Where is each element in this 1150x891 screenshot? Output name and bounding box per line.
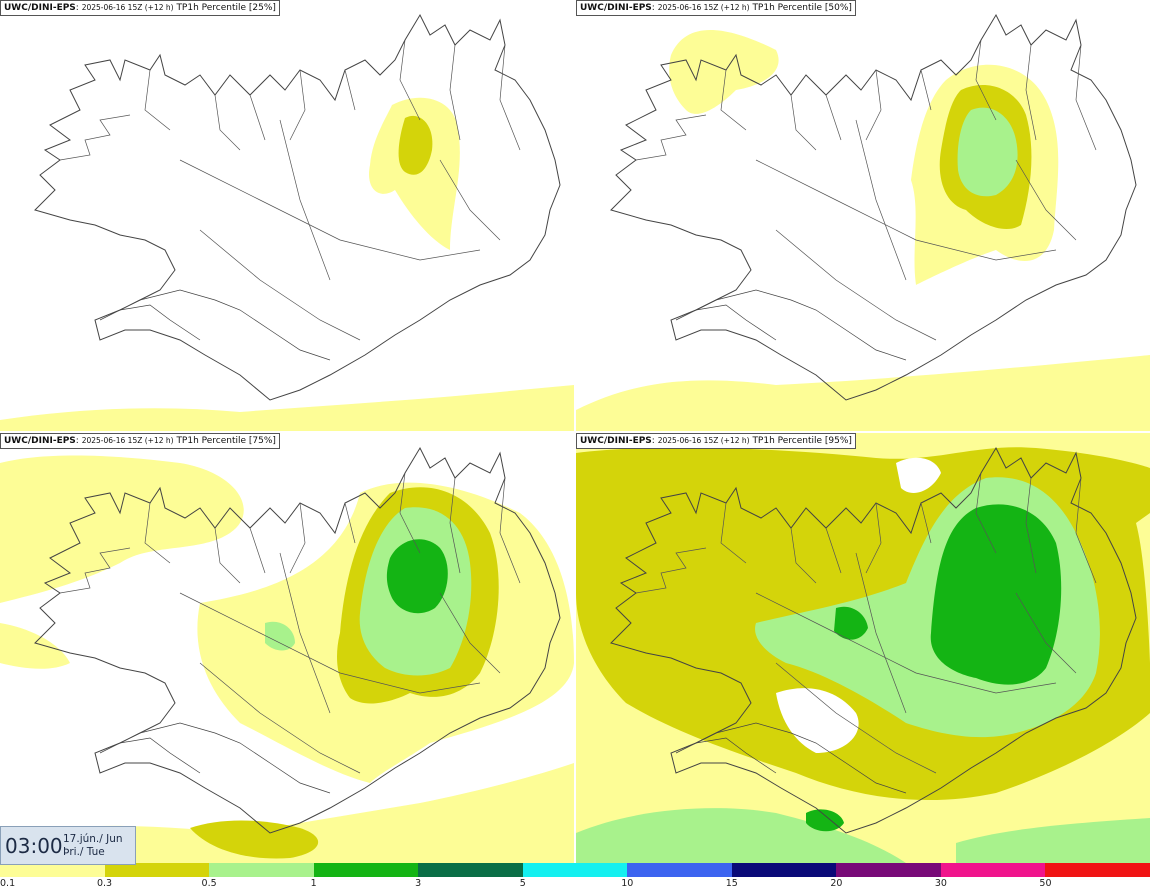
panel-source: UWC/DINI-EPS [580,3,652,13]
precip-area [1136,513,1150,663]
precip-area [386,539,448,614]
precip-area [0,623,70,669]
colorbar-segment [940,863,1046,877]
map-p50 [576,14,1150,431]
map-p75 [0,447,574,863]
panel-run: 2025-06-16 15Z (+12 h) [657,3,750,12]
precip-area [669,30,779,114]
colorbar-segment [0,863,105,877]
colorbar-tick-label: 30 [934,878,947,889]
panel-source: UWC/DINI-EPS [580,436,652,446]
precip-area [190,820,319,859]
colorbar-segment [627,863,732,877]
panel-title: UWC/DINI-EPS: 2025-06-16 15Z (+12 h) TP1… [0,433,280,449]
colorbar-segment [731,863,837,877]
valid-time-box: 03:00 17.jún./ Jun Þri./ Tue [0,826,136,865]
colorbar-segment [313,863,419,877]
map-p25 [0,14,574,431]
panel-field: TP1h Percentile [95%] [752,436,852,446]
panel-source: UWC/DINI-EPS [4,3,76,13]
precip-area [0,455,244,603]
colorbar-tick-label: 20 [830,878,843,889]
map-panel-p95: UWC/DINI-EPS: 2025-06-16 15Z (+12 h) TP1… [576,433,1150,863]
precip-area [834,606,868,640]
colorbar-segment [209,863,314,877]
colorbar-segment [836,863,941,877]
valid-date: 17.jún./ Jun Þri./ Tue [63,833,123,859]
valid-date-line2: Þri./ Tue [63,845,105,858]
precip-area [930,504,1062,685]
valid-time: 03:00 [5,833,63,858]
dry-area [896,457,941,493]
precip-area [398,115,433,175]
colorbar-segment [104,863,210,877]
colorbar-tick-label: 0.3 [96,878,113,889]
iceland-coastline [34,14,561,401]
colorbar-tick-label: 0.5 [201,878,217,889]
panel-title: UWC/DINI-EPS: 2025-06-16 15Z (+12 h) TP1… [576,0,856,16]
panel-title: UWC/DINI-EPS: 2025-06-16 15Z (+12 h) TP1… [576,433,856,449]
panel-title: UWC/DINI-EPS: 2025-06-16 15Z (+12 h) TP1… [0,0,280,16]
valid-date-line1: 17.jún./ Jun [63,832,123,845]
panel-run: 2025-06-16 15Z (+12 h) [81,3,174,12]
panel-field: TP1h Percentile [25%] [176,3,276,13]
map-panel-p75: UWC/DINI-EPS: 2025-06-16 15Z (+12 h) TP1… [0,433,574,863]
panel-source: UWC/DINI-EPS [4,436,76,446]
precip-area [0,763,574,863]
panel-run: 2025-06-16 15Z (+12 h) [657,436,750,445]
dry-area [776,688,859,753]
colorbar-tick-label: 50 [1039,878,1052,889]
panel-divider [574,0,576,863]
precip-area [957,107,1018,197]
colorbar-tick-label: 1 [310,878,317,889]
map-panel-p25: UWC/DINI-EPS: 2025-06-16 15Z (+12 h) TP1… [0,0,574,431]
precip-area [806,809,844,832]
precip-area [0,385,574,431]
colorbar-segment [522,863,628,877]
map-p95 [576,433,1150,863]
colorbar-tick-label: 0.1 [0,878,16,889]
panel-field: TP1h Percentile [50%] [752,3,852,13]
precip-area [265,621,295,651]
colorbar-segment [1045,863,1150,877]
colorbar-ticks: 0.1 0.3 0.5 1 3 5 10 15 20 30 50 [0,877,1150,891]
colorbar-segment [418,863,523,877]
precip-area [956,818,1150,863]
colorbar-tick-label: 10 [621,878,634,889]
colorbar-tick-label: 5 [519,878,526,889]
precip-area [576,355,1150,431]
panel-field: TP1h Percentile [75%] [176,436,276,446]
map-panel-p50: UWC/DINI-EPS: 2025-06-16 15Z (+12 h) TP1… [576,0,1150,431]
panel-run: 2025-06-16 15Z (+12 h) [81,436,174,445]
colorbar-tick-label: 3 [415,878,422,889]
colorbar-tick-label: 15 [725,878,738,889]
colorbar [0,863,1150,877]
precip-area [576,808,906,863]
